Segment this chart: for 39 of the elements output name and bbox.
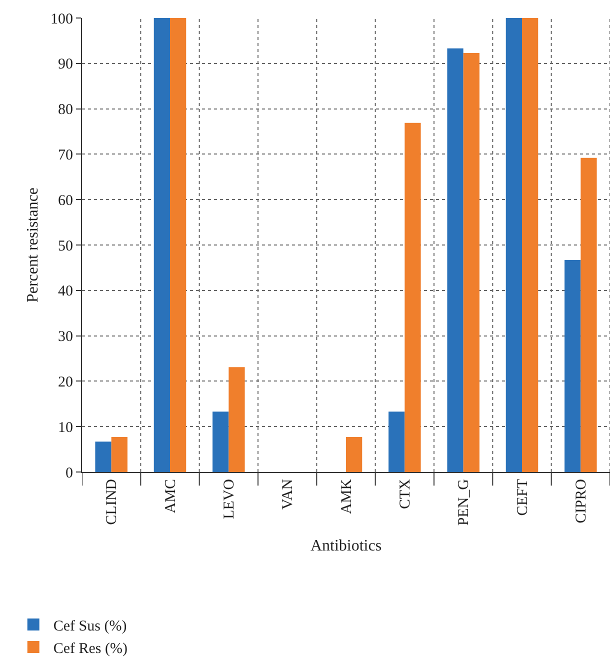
y-tick-label: 60 xyxy=(58,192,73,209)
bar xyxy=(346,437,362,472)
x-tick-label: PEN_G xyxy=(456,478,472,526)
y-tick-label: 70 xyxy=(58,147,73,164)
y-tick-label: 30 xyxy=(58,329,73,346)
y-tick-label: 20 xyxy=(58,374,73,390)
y-tick-label: 90 xyxy=(58,56,73,73)
x-tick-label: CLIND xyxy=(104,478,120,525)
bar xyxy=(447,48,464,472)
y-tick-label: 80 xyxy=(58,102,73,118)
bar xyxy=(111,437,128,472)
y-tick-label: 10 xyxy=(58,420,73,436)
x-tick-label: AMC xyxy=(162,479,179,514)
bar xyxy=(506,18,522,472)
bar xyxy=(228,367,245,472)
y-axis-title: Percent resistance xyxy=(24,187,42,303)
legend-label: Cef Res (%) xyxy=(53,640,128,657)
bar xyxy=(463,52,480,472)
bar xyxy=(154,18,170,472)
bar xyxy=(564,260,581,472)
y-tick-label: 40 xyxy=(58,284,73,300)
y-tick-label: 50 xyxy=(58,238,73,254)
bar xyxy=(404,122,421,472)
y-tick-label: 100 xyxy=(50,11,73,28)
bar xyxy=(212,412,229,472)
x-tick-label: AMK xyxy=(338,478,355,514)
y-tick-label: 0 xyxy=(66,465,73,482)
bar xyxy=(522,18,538,472)
x-tick-label: CIPRO xyxy=(574,478,590,524)
x-tick-label: CEFT xyxy=(514,479,531,516)
x-tick-label: LEVO xyxy=(222,478,238,519)
bar xyxy=(170,18,186,472)
legend-label: Cef Sus (%) xyxy=(53,618,127,634)
bar xyxy=(95,442,112,472)
x-axis-title: Antibiotics xyxy=(310,537,382,554)
x-tick-label: VAN xyxy=(280,478,296,510)
bar xyxy=(388,412,405,472)
bar xyxy=(580,158,597,472)
x-tick-label: CTX xyxy=(398,478,414,509)
